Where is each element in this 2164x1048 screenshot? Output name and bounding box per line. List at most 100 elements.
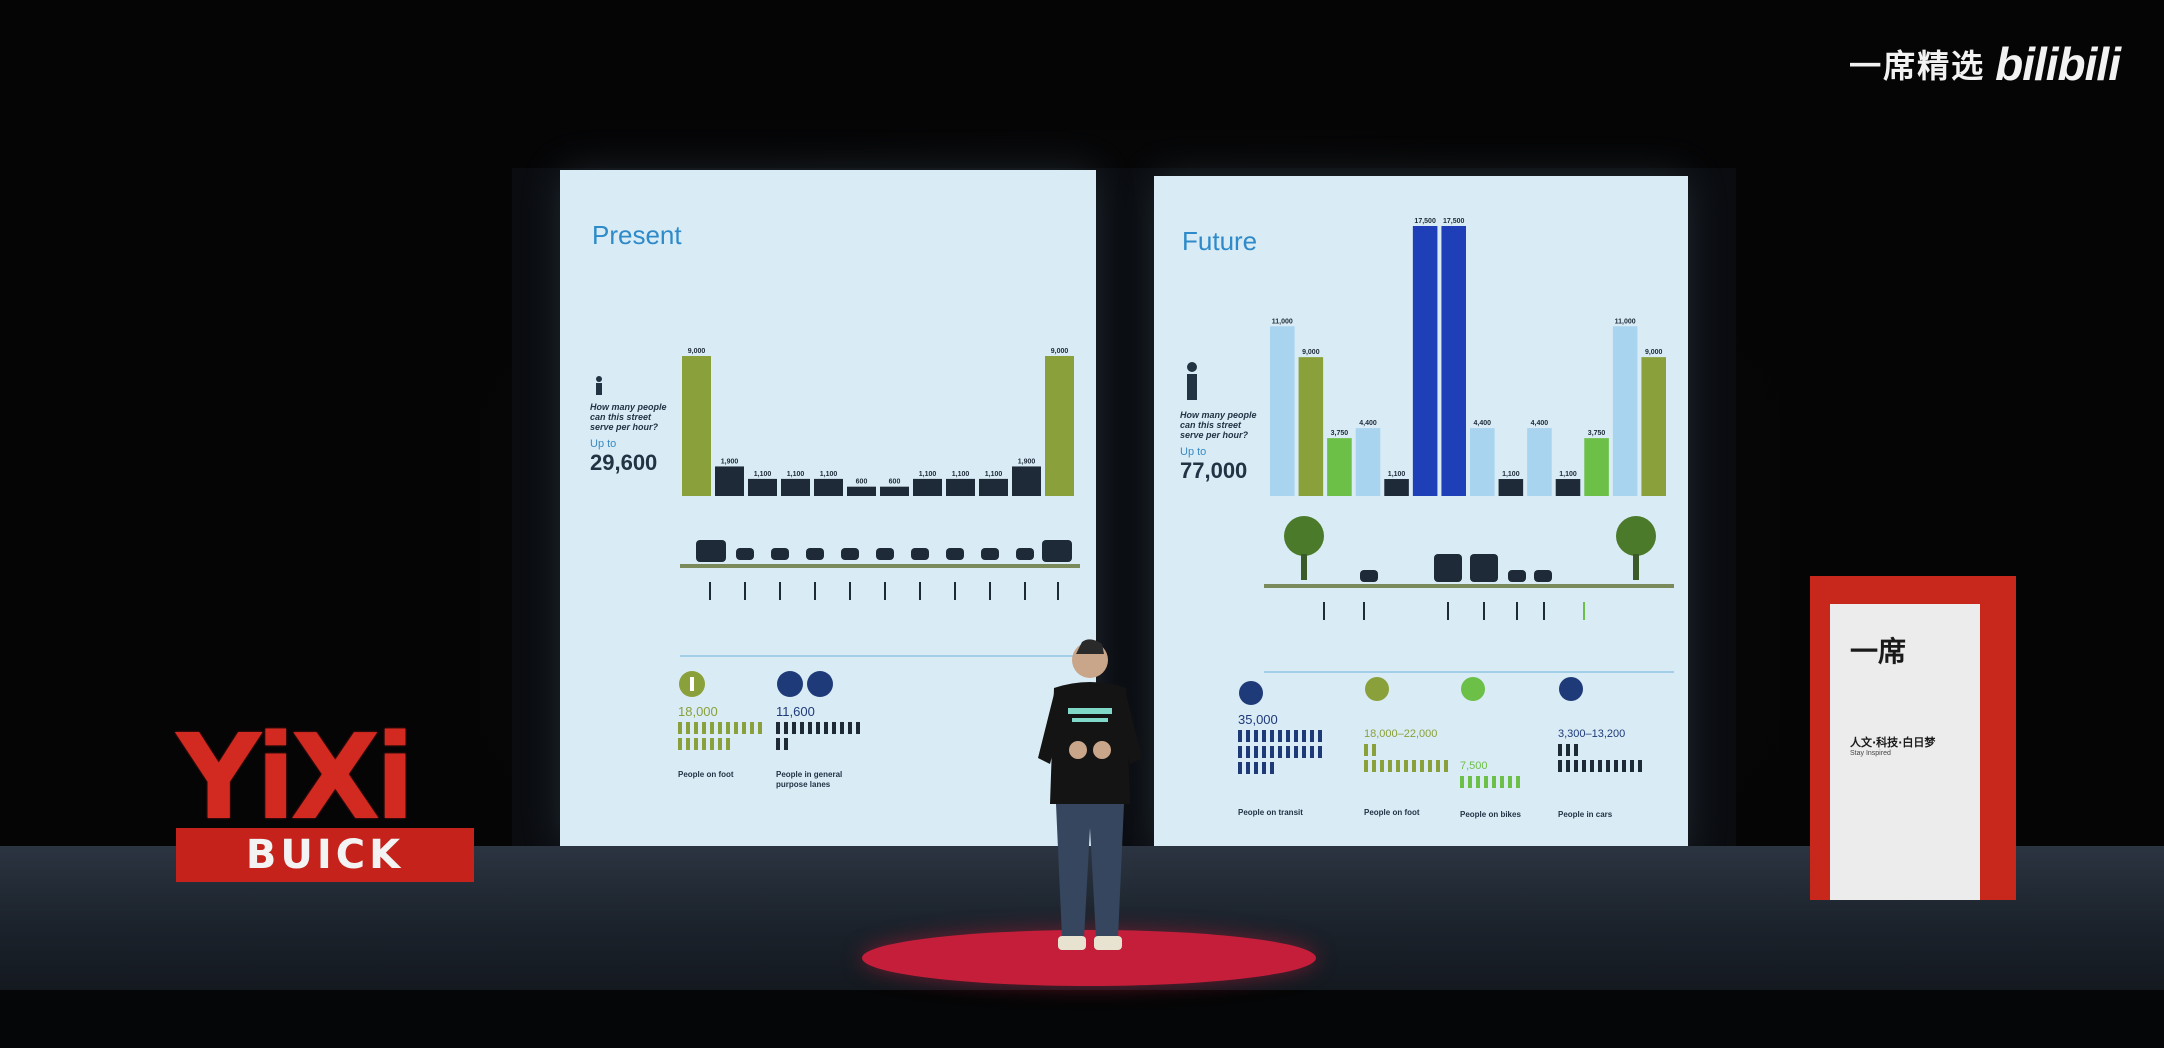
bar — [715, 466, 744, 496]
watermark-brand-logo: bilibili — [1995, 38, 2121, 90]
pedestrian-badge-icon — [679, 671, 705, 697]
bar — [1441, 226, 1466, 496]
bar — [781, 478, 810, 496]
bar — [1298, 357, 1324, 496]
people-pictogram-row — [776, 722, 860, 750]
bar-value-label: 17,500 — [1414, 218, 1436, 225]
stat-cars-number: 3,300–13,200 — [1558, 728, 1626, 740]
bar-chart: 11,000 9,000 3,750 4,400 1,100 17,500 17,500 4,… — [1270, 218, 1666, 496]
bar — [1012, 466, 1041, 496]
bus-icon — [1470, 554, 1498, 582]
bar-value-label: 1,100 — [820, 471, 838, 478]
bar-value-label: 9,000 — [1645, 349, 1663, 356]
street-cross-section — [1264, 516, 1674, 673]
bar-value-label: 17,500 — [1443, 218, 1465, 225]
bar — [913, 478, 942, 496]
car-badge-icon — [1559, 677, 1583, 701]
bus-icon — [1042, 540, 1072, 562]
stat-walk-number: 18,000 — [678, 704, 718, 719]
slide-total: 29,600 — [590, 450, 658, 475]
yixi-logo-text: YiXi — [176, 708, 415, 846]
person-icon — [596, 376, 602, 395]
street-cross-section — [680, 540, 1080, 657]
stat-bikes-label: People on bikes — [1460, 810, 1521, 819]
bar-value-label: 3,750 — [1588, 430, 1606, 437]
bar-value-label: 9,000 — [688, 348, 706, 355]
bar-value-label: 11,000 — [1272, 318, 1293, 325]
tree-icon — [1284, 516, 1324, 556]
bar-value-label: 11,000 — [1615, 318, 1636, 325]
buick-logo-plate: BUICK — [176, 828, 474, 882]
transit-badge-icon — [1239, 681, 1263, 705]
people-pictogram-grid — [1364, 744, 1448, 772]
bar — [946, 478, 975, 496]
bar — [1612, 326, 1638, 496]
slide-total: 77,000 — [1180, 458, 1248, 483]
bar — [1555, 479, 1581, 496]
bar-value-label: 4,400 — [1474, 420, 1492, 427]
bar — [1045, 356, 1074, 496]
bar — [1584, 438, 1609, 496]
bar — [1384, 479, 1409, 496]
stat-walk-label: People on foot — [678, 770, 734, 779]
people-pictogram-row — [678, 722, 762, 750]
car-icon — [771, 548, 789, 560]
bar — [1270, 326, 1295, 496]
bar-value-label: 1,100 — [787, 471, 805, 478]
car-icon — [841, 548, 859, 560]
bar — [979, 478, 1008, 496]
bar-value-label: 3,750 — [1331, 430, 1349, 437]
car-icon — [1016, 548, 1034, 560]
stat-cars-label: People in general purpose lanes — [776, 770, 843, 789]
red-carpet-circle — [862, 930, 1316, 986]
pedestrian-badge-icon — [1365, 677, 1389, 701]
stat-foot-label: People on foot — [1364, 808, 1420, 817]
person-icon — [1187, 362, 1197, 400]
stat-cars-label: People in cars — [1558, 810, 1613, 819]
slide-title: Future — [1182, 226, 1258, 256]
bus-icon — [1434, 554, 1462, 582]
bar — [1327, 438, 1352, 496]
stat-bikes-number: 7,500 — [1460, 760, 1488, 772]
bar-value-label: 1,100 — [754, 471, 772, 478]
car-icon — [876, 548, 894, 560]
lectern-slogan: 人文·科技·白日梦 — [1850, 736, 1936, 749]
bar-value-label: 1,100 — [919, 471, 937, 478]
stage-front-edge — [0, 990, 2164, 1048]
bar — [1498, 479, 1524, 496]
transit-badge-icons — [777, 671, 833, 697]
people-pictogram-row — [1460, 776, 1520, 788]
bar-value-label: 1,900 — [1018, 458, 1036, 465]
slide-question: How many people can this street serve pe… — [590, 402, 667, 432]
lectern-panel — [1830, 604, 1980, 900]
slide-future: Future How many people can this street s… — [1154, 176, 1688, 856]
lectern-slogan-english: Stay Inspired — [1850, 750, 1891, 757]
people-pictogram-grid — [1558, 744, 1642, 772]
bar — [1412, 226, 1438, 496]
bar-value-label: 1,100 — [1502, 471, 1520, 478]
bar — [1470, 428, 1495, 496]
car-icon — [1508, 570, 1526, 582]
car-icon — [946, 548, 964, 560]
bar-value-label: 4,400 — [1531, 420, 1549, 427]
tree-icon — [1616, 516, 1656, 556]
stat-cars-number: 11,600 — [776, 704, 815, 719]
people-pictogram-grid — [1238, 730, 1322, 774]
bar-value-label: 600 — [856, 479, 868, 486]
slide-up-to: Up to — [1180, 446, 1207, 458]
bar — [1355, 428, 1381, 496]
bar-value-label: 4,400 — [1359, 420, 1377, 427]
bus-icon — [696, 540, 726, 562]
watermark-channel: 一席精选 — [1849, 47, 1986, 85]
speaker-figure — [1038, 639, 1142, 950]
car-icon — [911, 548, 929, 560]
bar — [847, 486, 876, 496]
slide-question: How many people can this street serve pe… — [1180, 410, 1257, 440]
slide-title: Present — [592, 220, 682, 250]
stat-transit-number: 35,000 — [1238, 712, 1278, 727]
car-icon — [736, 548, 754, 560]
bar-value-label: 1,100 — [1388, 471, 1406, 478]
bar — [880, 486, 909, 496]
stat-foot-number: 18,000–22,000 — [1364, 728, 1438, 740]
car-icon — [1360, 570, 1378, 582]
